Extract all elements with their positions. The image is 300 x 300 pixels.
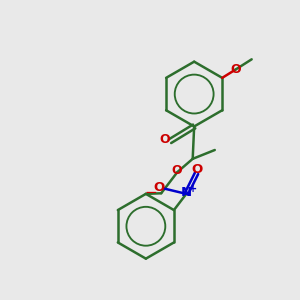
Text: O: O [172,164,182,177]
Text: O: O [159,133,170,146]
Text: O: O [153,181,164,194]
Text: N: N [181,186,192,199]
Text: O: O [231,62,242,76]
Text: +: + [189,184,197,194]
Text: −: − [145,184,158,200]
Text: O: O [192,163,203,176]
